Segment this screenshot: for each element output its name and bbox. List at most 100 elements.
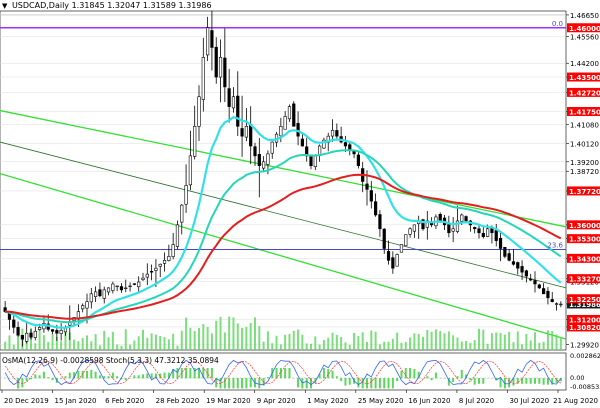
volume-bar: [422, 336, 424, 350]
volume-bar: [525, 333, 528, 350]
volume-bar: [374, 331, 377, 350]
volume-bar: [64, 332, 67, 350]
volume-bar: [206, 326, 209, 350]
volume-bar: [210, 333, 213, 350]
candle-body: [124, 287, 128, 290]
candle-body: [511, 261, 516, 265]
osma-bar: [176, 368, 179, 379]
candle-body: [55, 330, 59, 334]
osma-bar: [559, 378, 562, 382]
candle-body: [240, 128, 244, 137]
osma-bar: [430, 378, 433, 381]
candle-body: [382, 228, 386, 249]
osma-bar: [94, 371, 97, 379]
ema-mid-line: [5, 149, 562, 324]
price-tag-label: 1.32250: [569, 296, 600, 304]
candle-body: [50, 329, 55, 332]
trend-channels: [0, 109, 567, 340]
osma-bar: [202, 368, 205, 379]
volume-bar: [357, 336, 360, 350]
candle-body: [343, 142, 348, 147]
price-tag-box: [567, 23, 600, 33]
candle-body: [3, 307, 7, 312]
candle-body: [231, 96, 236, 109]
osma-bar: [116, 376, 119, 379]
osma-bar: [210, 368, 213, 379]
candle-body: [378, 214, 382, 230]
candle-body: [386, 251, 391, 261]
osma-bar: [322, 368, 325, 379]
osma-bar: [258, 378, 261, 389]
osc-tick-label: 0.00: [570, 374, 584, 382]
x-tick-label: 19 Mar 2020: [206, 397, 250, 405]
price-tag-label: 1.33270: [569, 276, 600, 284]
osma-bar: [357, 378, 360, 388]
candle-body: [171, 244, 175, 257]
candle-body: [20, 334, 24, 340]
candle-body: [253, 146, 257, 157]
candle-body: [188, 155, 192, 186]
y-tick-label: 1.45560: [570, 33, 599, 41]
candle-body: [115, 285, 119, 288]
candle-body: [218, 57, 223, 78]
fib-labels: 0.0 23.6: [547, 20, 563, 250]
candle-body: [12, 319, 16, 328]
y-tick-label: 1.40120: [570, 141, 599, 149]
collapse-triangle-icon[interactable]: ▼: [2, 2, 8, 10]
osma-bar: [473, 378, 476, 385]
osma-bar: [478, 378, 480, 384]
osma-bar: [456, 376, 459, 379]
osma-bar: [223, 378, 226, 389]
candle-body: [365, 183, 369, 190]
volume-bar: [555, 334, 558, 350]
x-tick-label: 1 May 2020: [307, 397, 348, 405]
osma-bar: [111, 372, 114, 379]
volume-bar: [116, 344, 119, 350]
osma-bar: [133, 375, 136, 379]
osma-bar: [279, 368, 282, 379]
candle-body: [214, 46, 218, 78]
osma-bar: [318, 373, 321, 379]
candle-body: [330, 129, 335, 137]
osma-bar: [546, 378, 549, 385]
price-tag-box: [567, 274, 600, 284]
volume-bar: [534, 332, 536, 350]
channel-line: [0, 141, 567, 289]
candle-body: [227, 88, 231, 107]
osma-bar: [284, 368, 287, 379]
osma-bar: [167, 372, 170, 379]
volume-bar: [232, 317, 235, 350]
volume-bar: [366, 341, 368, 350]
candle-body: [29, 332, 33, 338]
candle-body: [313, 155, 317, 168]
volume-bar: [236, 323, 239, 350]
channel-line: [0, 109, 567, 228]
candle-body: [158, 263, 162, 267]
osma-bar: [340, 378, 343, 382]
volume-bar: [275, 335, 278, 350]
volume-bar: [159, 336, 162, 350]
chart-header: ▼ USDCAD,Daily 1.31845 1.32047 1.31589 1…: [2, 1, 212, 10]
volume-bar: [150, 333, 153, 350]
volume-bar: [297, 329, 300, 350]
osma-bar: [529, 378, 532, 384]
candle-body: [348, 144, 352, 151]
osma-bar: [30, 378, 32, 380]
volume-bar: [90, 341, 93, 350]
candle-body: [102, 289, 106, 299]
candle-body: [395, 254, 399, 267]
candle-body: [464, 216, 468, 222]
volume-bar: [340, 337, 343, 350]
x-tick-label: 30 Jul 2020: [509, 397, 549, 405]
candle-body: [236, 95, 240, 127]
osma-bar: [68, 372, 71, 379]
candle-body: [438, 214, 442, 222]
price-tag-label: 1.43500: [569, 74, 600, 82]
volume-bar: [86, 335, 88, 350]
volume-bar: [223, 332, 226, 350]
osma-bar: [409, 368, 412, 379]
candle-body: [85, 301, 89, 309]
osma-bar: [413, 369, 416, 379]
osma-bar: [47, 377, 50, 379]
osma-bar: [73, 372, 76, 379]
